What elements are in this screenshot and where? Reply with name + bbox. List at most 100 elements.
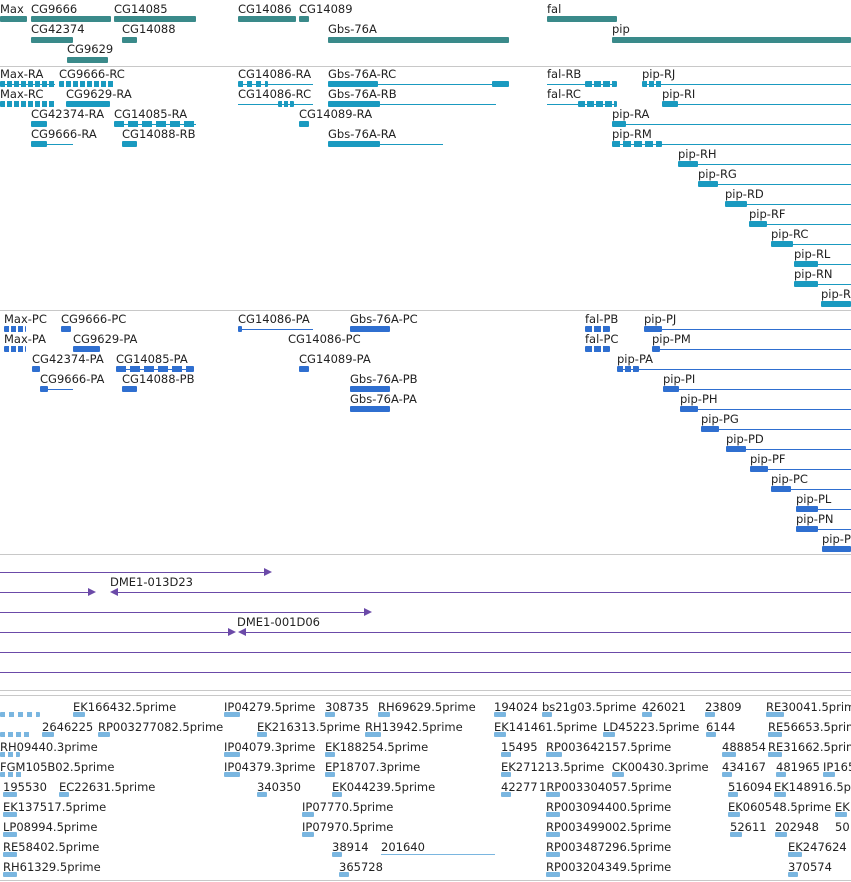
transcript-label[interactable]: pip-RG [698, 167, 737, 181]
est-mark[interactable] [0, 752, 20, 757]
protein-intron[interactable] [617, 369, 851, 370]
protein-intron[interactable] [771, 489, 851, 490]
est-mark[interactable] [325, 772, 335, 777]
est-mark[interactable] [542, 712, 552, 717]
transcript-exon[interactable] [749, 221, 767, 227]
est-mark[interactable] [494, 712, 506, 717]
transcript-exon[interactable] [794, 281, 818, 287]
est-label[interactable]: 38914 [332, 840, 369, 854]
protein-exon[interactable] [701, 426, 719, 432]
protein-exon[interactable] [822, 546, 851, 552]
transcript-label[interactable]: pip-R [821, 287, 851, 301]
est-mark[interactable] [257, 792, 267, 797]
protein-intron[interactable] [680, 409, 851, 410]
est-label[interactable]: RP003277082.5prime [98, 720, 224, 734]
transcript-intron[interactable] [238, 104, 313, 105]
transcript-intron[interactable] [31, 144, 73, 145]
est-label[interactable]: 15495 [501, 740, 538, 754]
protein-label[interactable]: CG9629-PA [73, 332, 138, 346]
est-mark[interactable] [776, 772, 786, 777]
transcript-exon[interactable] [585, 81, 617, 87]
est-label[interactable]: RH13942.5prime [365, 720, 463, 734]
est-label[interactable]: 2646225 [42, 720, 94, 734]
est-mark[interactable] [546, 852, 560, 857]
transcript-label[interactable]: pip-RN [794, 267, 833, 281]
transcript-intron[interactable] [794, 284, 851, 285]
protein-label[interactable]: pip-PH [680, 392, 718, 406]
est-label[interactable]: 434167 [722, 760, 766, 774]
clone-label[interactable]: DME1-001D06 [237, 615, 320, 629]
est-label[interactable]: RE30041.5prim [766, 700, 851, 714]
est-mark[interactable] [706, 732, 716, 737]
transcript-label[interactable]: CG42374-RA [31, 107, 105, 121]
protein-exon[interactable] [299, 366, 309, 372]
est-mark[interactable] [0, 712, 40, 717]
protein-exon[interactable] [40, 386, 48, 392]
protein-label[interactable]: CG14089-PA [299, 352, 371, 366]
protein-intron[interactable] [652, 349, 851, 350]
est-label[interactable]: 1RP003304057.5prime [539, 780, 672, 794]
transcript-exon[interactable] [612, 121, 626, 127]
protein-intron[interactable] [750, 469, 851, 470]
transcript-label[interactable]: Gbs-76A-RB [328, 87, 397, 101]
protein-exon[interactable] [644, 326, 662, 332]
protein-label[interactable]: CG9666-PC [61, 312, 127, 326]
transcript-intron[interactable] [749, 224, 851, 225]
protein-exon[interactable] [771, 486, 791, 492]
transcript-exon[interactable] [31, 141, 47, 147]
gene-label[interactable]: fal [547, 2, 562, 16]
transcript-intron[interactable] [794, 264, 851, 265]
est-mark[interactable] [835, 812, 847, 817]
transcript-exon[interactable] [0, 101, 55, 107]
est-label[interactable]: 202948 [775, 820, 819, 834]
transcript-exon[interactable] [771, 241, 793, 247]
est-label[interactable]: EK216313.5prime [257, 720, 361, 734]
protein-label[interactable]: CG14086-PA [238, 312, 310, 326]
protein-label[interactable]: pip-PG [701, 412, 739, 426]
est-label[interactable]: RE31662.5prim [768, 740, 851, 754]
protein-label[interactable]: CG9666-PA [40, 372, 105, 386]
est-label[interactable]: IP165 [823, 760, 851, 774]
est-label[interactable]: EK188254.5prime [325, 740, 429, 754]
est-mark[interactable] [768, 752, 782, 757]
transcript-exon[interactable] [114, 121, 196, 127]
est-mark[interactable] [224, 772, 240, 777]
est-label[interactable]: 50 [835, 820, 850, 834]
transcript-label[interactable]: CG14088-RB [122, 127, 196, 141]
transcript-intron[interactable] [328, 144, 443, 145]
transcript-intron[interactable] [771, 244, 851, 245]
est-mark[interactable] [823, 772, 835, 777]
transcript-intron[interactable] [612, 144, 851, 145]
protein-label[interactable]: Max-PA [4, 332, 46, 346]
est-label[interactable]: LP08994.5prime [3, 820, 98, 834]
transcript-exon[interactable] [578, 101, 617, 107]
protein-label[interactable]: pip-P [822, 532, 851, 546]
est-mark[interactable] [546, 872, 560, 877]
est-mark[interactable] [224, 712, 240, 717]
est-label[interactable]: 201640 [381, 840, 425, 854]
est-label[interactable]: IP04379.3prime [224, 760, 316, 774]
gene-label[interactable]: CG9666 [31, 2, 78, 16]
est-mark[interactable] [3, 812, 17, 817]
est-label[interactable]: RH09440.3prime [0, 740, 98, 754]
protein-exon[interactable] [350, 406, 390, 412]
protein-intron[interactable] [663, 389, 851, 390]
est-label[interactable]: RP003487296.5prime [546, 840, 672, 854]
est-label[interactable]: EK148916.5p [774, 780, 851, 794]
est-mark[interactable] [332, 852, 342, 857]
protein-label[interactable]: pip-PM [652, 332, 691, 346]
est-label[interactable]: RH61329.5prime [3, 860, 101, 874]
transcript-label[interactable]: fal-RC [547, 87, 581, 101]
est-label[interactable]: EP18707.3prime [325, 760, 421, 774]
protein-exon[interactable] [238, 326, 242, 332]
gene-bar[interactable] [0, 16, 27, 22]
transcript-label[interactable]: pip-RL [794, 247, 831, 261]
est-mark[interactable] [339, 872, 349, 877]
est-mark[interactable] [546, 832, 560, 837]
transcript-intron[interactable] [328, 104, 496, 105]
transcript-label[interactable]: Gbs-76A-RA [328, 127, 397, 141]
gene-bar[interactable] [328, 37, 509, 43]
est-mark[interactable] [325, 752, 335, 757]
transcript-label[interactable]: CG9666-RA [31, 127, 97, 141]
est-label[interactable]: RP003204349.5prime [546, 860, 672, 874]
